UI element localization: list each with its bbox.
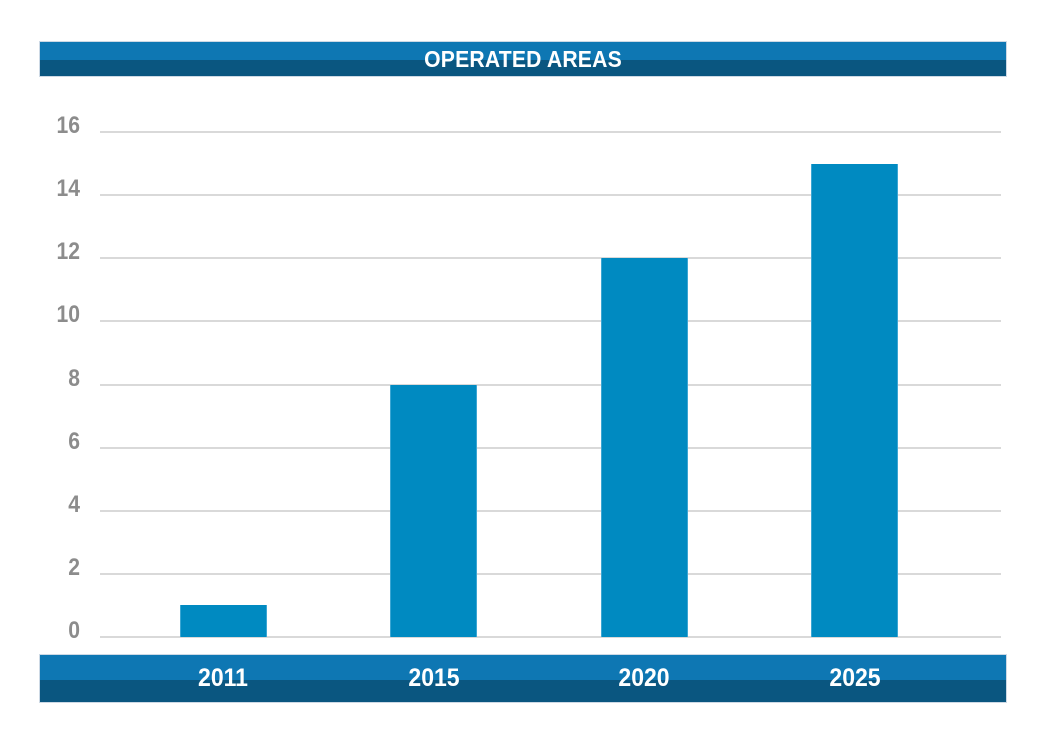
title-band-dark-stripe: [40, 60, 1006, 76]
x-label-2025: 2025: [828, 664, 881, 692]
x-label-2011: 2011: [198, 664, 248, 692]
x-label-2015: 2015: [407, 664, 460, 692]
gridline-2: [100, 572, 1001, 575]
x-axis-band: 2011 2015 2020 2025: [40, 655, 1006, 702]
y-tick-label-2: 2: [68, 553, 80, 581]
x-axis-labels: 2011 2015 2020 2025: [40, 655, 1006, 702]
gridline-10: [100, 320, 1001, 323]
y-tick-label-0: 0: [68, 617, 80, 644]
axis-band-light-stripe: [40, 655, 1006, 680]
bar-2025: [811, 163, 898, 637]
y-tick-label-14: 14: [56, 175, 80, 203]
gridline-8: [100, 383, 1001, 386]
y-tick-label-4: 4: [68, 490, 80, 518]
title-band-light-stripe: [40, 42, 1006, 60]
bar-2015: [390, 384, 477, 637]
chart-title-band: OPERATED AREAS: [40, 42, 1006, 76]
gridline-0: [100, 636, 1001, 638]
y-tick-label-16: 16: [56, 112, 80, 139]
gridline-12: [100, 257, 1001, 260]
y-tick-label-10: 10: [56, 301, 80, 329]
x-label-2020: 2020: [618, 664, 670, 692]
y-tick-label-6: 6: [68, 427, 80, 455]
gridline-14: [100, 194, 1001, 197]
y-tick-label-8: 8: [68, 364, 80, 392]
gridline-16: [100, 131, 1001, 133]
y-tick-label-12: 12: [56, 238, 80, 266]
gridline-4: [100, 509, 1001, 512]
chart-title: OPERATED AREAS: [424, 45, 622, 72]
axis-band-dark-stripe: [40, 680, 1006, 702]
gridline-6: [100, 446, 1001, 449]
bar-2011: [179, 605, 267, 637]
bar-2020: [600, 258, 688, 637]
